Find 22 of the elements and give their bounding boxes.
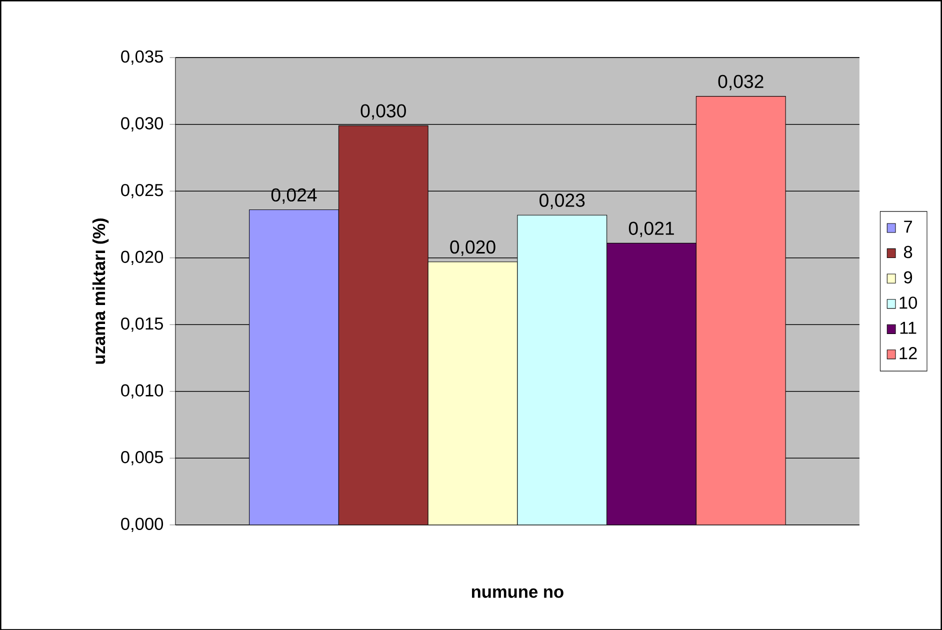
y-tick-label: 0,020: [121, 250, 164, 265]
data-label: 0,030: [360, 104, 406, 120]
data-label: 0,024: [271, 188, 317, 204]
legend-label: 7: [904, 220, 912, 232]
y-tick-label: 0,010: [121, 384, 164, 398]
y-tick-label: 0,015: [121, 317, 163, 332]
y-axis-title: uzama miktarı (%): [92, 218, 109, 364]
legend-label: 12: [900, 346, 917, 359]
data-label: 0,023: [540, 193, 585, 209]
y-tick-label: 0,025: [121, 184, 163, 198]
y-tick-label: 0,000: [121, 518, 164, 532]
x-axis-title: numune no: [472, 588, 564, 598]
data-label: 0,032: [718, 74, 764, 90]
y-tick-label: 0,005: [121, 450, 163, 466]
y-tick-label: 0,030: [121, 116, 164, 132]
data-label: 0,021: [628, 222, 674, 237]
legend-label: 10: [900, 296, 917, 309]
data-label: 0,020: [450, 240, 496, 256]
legend-label: 9: [904, 271, 912, 284]
legend-label: 8: [904, 246, 912, 258]
y-tick-label: 0,035: [121, 50, 163, 65]
legend-label: 11: [900, 322, 916, 334]
